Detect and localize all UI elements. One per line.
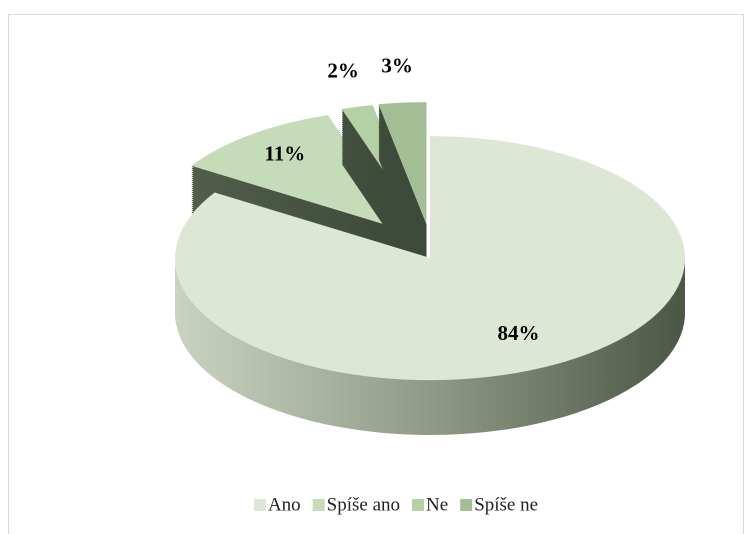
slice-top — [378, 101, 427, 225]
legend-swatch — [460, 499, 473, 511]
legend-label: Ne — [426, 494, 448, 515]
slice-top — [174, 135, 686, 381]
legend-label: Ano — [268, 494, 301, 515]
data-label: 3% — [381, 54, 413, 78]
legend-swatch — [253, 499, 266, 511]
legend-swatch — [312, 499, 325, 511]
data-label: 2% — [327, 59, 359, 83]
legend-swatch — [412, 499, 425, 511]
legend-label: Spíše ne — [474, 494, 538, 515]
slice-top — [190, 114, 408, 232]
data-label: 11% — [264, 142, 305, 166]
pie-slice — [341, 104, 421, 280]
legend-label: Spíše ano — [327, 494, 400, 515]
data-label: 84% — [497, 321, 539, 345]
pie-slice — [174, 135, 686, 435]
pie-slice — [378, 101, 427, 279]
